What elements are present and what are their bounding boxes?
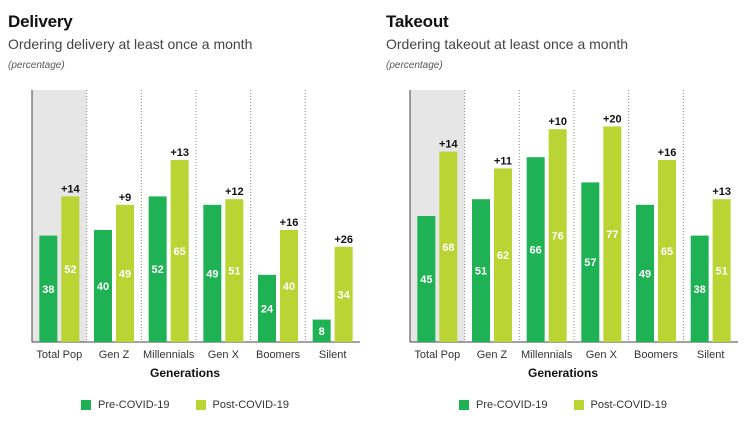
x-tick-label: Total Pop xyxy=(414,349,460,361)
data-label-pre: 49 xyxy=(206,268,218,280)
bar-pre-covid xyxy=(417,216,436,342)
data-label-pre: 45 xyxy=(420,274,432,286)
x-tick-label: Gen X xyxy=(586,349,618,361)
bar-pre-covid xyxy=(312,319,331,342)
legend-item-pre: Pre-COVID-19 xyxy=(81,399,170,411)
data-label-post: 76 xyxy=(552,231,564,243)
bar-post-covid xyxy=(61,196,80,342)
x-axis-title: Generations xyxy=(149,366,221,380)
chart-subtitle: Ordering delivery at least once a month xyxy=(8,36,253,52)
x-tick-label: Gen Z xyxy=(99,349,130,361)
x-tick-label: Millennials xyxy=(143,349,195,361)
change-label: +20 xyxy=(603,113,622,125)
delivery-bar-chart: 38 52 +14 Total Pop 40 49 +9 Gen Z 52 65 +13 Millen… xyxy=(31,90,360,361)
data-label-pre: 52 xyxy=(152,264,164,276)
chart-subtitle: Ordering takeout at least once a month xyxy=(386,36,629,52)
data-label-post: 52 xyxy=(64,264,76,276)
x-tick-label: Gen X xyxy=(208,349,240,361)
legend: Pre-COVID-19 Post-COVID-19 xyxy=(0,399,370,411)
bar-post-covid xyxy=(658,160,676,342)
change-label: +12 xyxy=(225,186,244,198)
legend-swatch-post xyxy=(195,400,206,410)
change-label: +11 xyxy=(494,155,512,167)
change-label: +13 xyxy=(712,186,731,198)
x-axis-title: Generations xyxy=(527,366,599,380)
data-label-pre: 38 xyxy=(694,284,706,296)
change-label: +26 xyxy=(334,234,353,246)
x-tick-label: Gen Z xyxy=(477,349,508,361)
data-label-pre: 8 xyxy=(319,326,325,338)
data-label-post: 65 xyxy=(661,246,673,258)
delivery-chart-panel: Delivery Ordering delivery at least once… xyxy=(0,0,370,437)
data-label-pre: 57 xyxy=(584,257,596,269)
bar-pre-covid xyxy=(526,157,545,342)
chart-unit-note: (percentage) xyxy=(8,60,65,71)
data-label-post: 65 xyxy=(174,246,186,258)
bar-post-covid xyxy=(712,199,731,342)
bar-pre-covid xyxy=(39,235,58,342)
change-label: +14 xyxy=(439,139,459,151)
data-label-pre: 40 xyxy=(97,281,109,293)
bar-pre-covid xyxy=(636,204,654,342)
x-tick-label: Millennials xyxy=(521,349,573,361)
data-label-post: 49 xyxy=(119,268,131,280)
legend-label-pre: Pre-COVID-19 xyxy=(476,399,548,411)
legend-label-post: Post-COVID-19 xyxy=(590,399,667,411)
chart-unit-note: (percentage) xyxy=(386,60,443,71)
bar-pre-covid xyxy=(94,230,112,342)
bar-post-covid xyxy=(548,129,567,342)
data-label-post: 62 xyxy=(497,250,509,262)
legend-item-post: Post-COVID-19 xyxy=(573,399,667,411)
change-label: +16 xyxy=(280,217,299,229)
change-label: +10 xyxy=(548,116,567,128)
bar-pre-covid xyxy=(258,274,276,342)
takeout-chart-panel: Takeout Ordering takeout at least once a… xyxy=(378,0,748,437)
change-label: +13 xyxy=(170,147,189,159)
data-label-pre: 38 xyxy=(42,284,54,296)
bar-post-covid xyxy=(280,230,298,342)
change-label: +16 xyxy=(658,147,677,159)
chart-title: Delivery xyxy=(8,12,73,31)
bar-post-covid xyxy=(225,199,244,342)
data-label-post: 40 xyxy=(283,281,295,293)
data-label-post: 51 xyxy=(716,266,728,278)
bar-pre-covid xyxy=(472,199,490,342)
bar-post-covid xyxy=(439,151,458,342)
legend-item-pre: Pre-COVID-19 xyxy=(459,399,548,411)
bar-post-covid xyxy=(116,204,134,342)
data-label-post: 34 xyxy=(338,289,351,301)
bar-pre-covid xyxy=(203,204,222,342)
data-label-pre: 51 xyxy=(475,266,487,278)
data-label-pre: 66 xyxy=(530,245,542,257)
data-label-pre: 49 xyxy=(639,268,651,280)
data-label-post: 68 xyxy=(442,242,454,254)
legend-label-post: Post-COVID-19 xyxy=(212,399,289,411)
data-label-post: 51 xyxy=(228,266,240,278)
change-label: +14 xyxy=(61,183,81,195)
takeout-bar-chart: 45 68 +14 Total Pop 51 62 +11 Gen Z 66 76 +10 Mille… xyxy=(409,90,738,361)
legend: Pre-COVID-19 Post-COVID-19 xyxy=(378,399,748,411)
legend-swatch-post xyxy=(573,400,584,410)
data-label-pre: 24 xyxy=(261,303,274,315)
x-tick-label: Boomers xyxy=(634,349,679,361)
chart-title: Takeout xyxy=(386,12,449,31)
legend-item-post: Post-COVID-19 xyxy=(195,399,289,411)
legend-label-pre: Pre-COVID-19 xyxy=(98,399,170,411)
bar-post-covid xyxy=(334,246,353,342)
data-label-post: 77 xyxy=(606,229,618,241)
bar-post-covid xyxy=(603,126,622,343)
x-tick-label: Silent xyxy=(319,349,347,361)
x-tick-label: Silent xyxy=(697,349,725,361)
legend-swatch-pre xyxy=(459,400,470,410)
legend-swatch-pre xyxy=(81,400,92,410)
bar-post-covid xyxy=(494,168,512,342)
x-tick-label: Total Pop xyxy=(36,349,82,361)
x-tick-label: Boomers xyxy=(256,349,301,361)
bar-post-covid xyxy=(170,160,189,342)
change-label: +9 xyxy=(119,192,132,204)
bar-pre-covid xyxy=(148,196,167,342)
bar-pre-covid xyxy=(581,182,600,342)
bar-pre-covid xyxy=(690,235,709,342)
